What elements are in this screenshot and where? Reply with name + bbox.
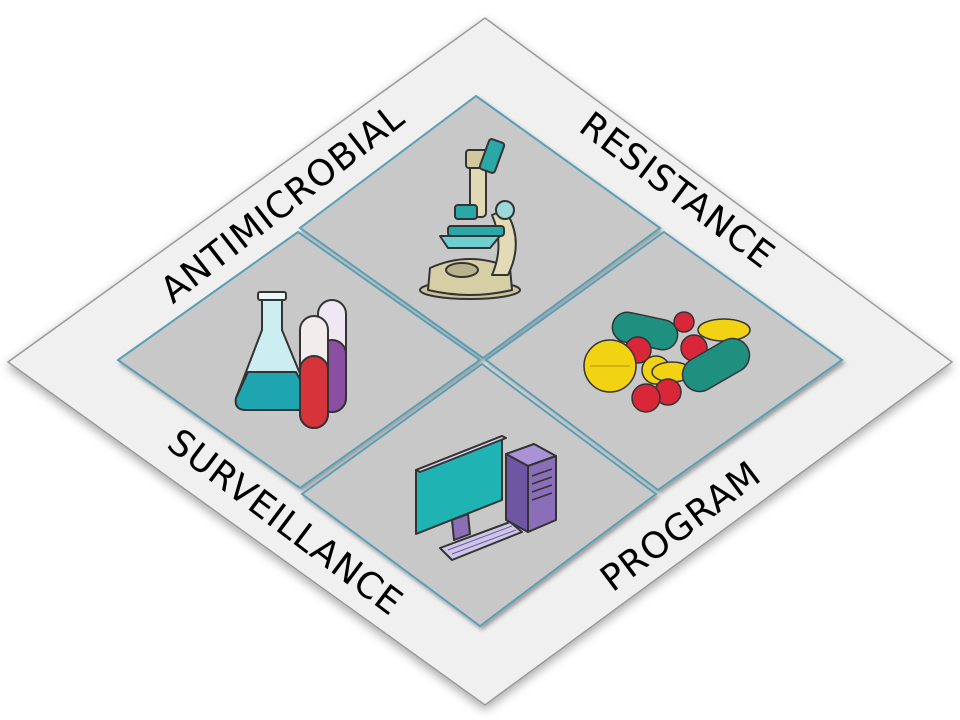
lab-glassware-icon <box>234 291 347 429</box>
medicine-pills-icon <box>583 311 751 413</box>
computer-workstation-icon <box>415 435 557 561</box>
microscope-icon <box>419 138 521 300</box>
outer-frame <box>6 17 954 706</box>
